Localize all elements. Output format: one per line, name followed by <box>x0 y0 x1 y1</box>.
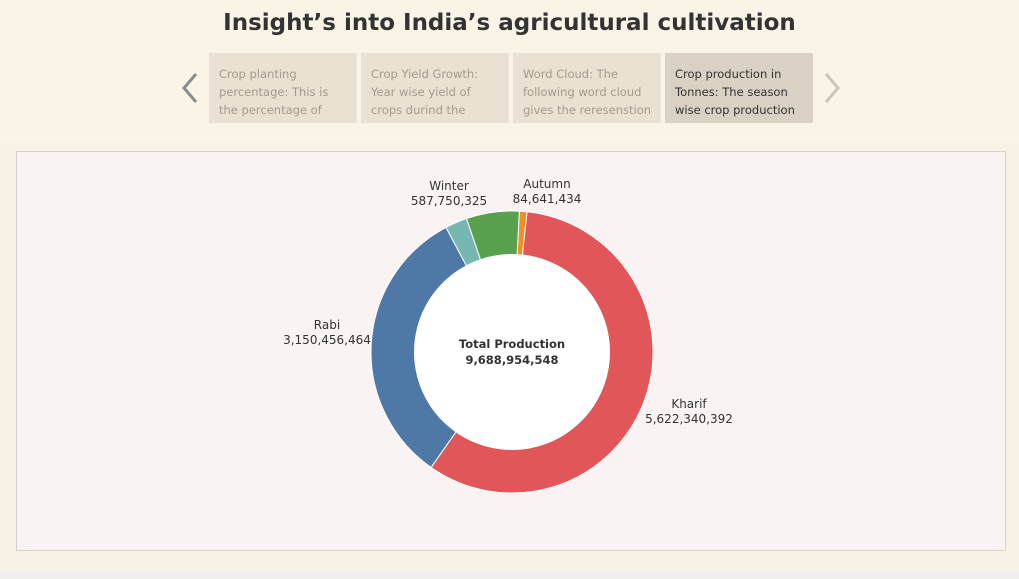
story-point-1-text: Crop planting percentage: This is the pe… <box>219 67 329 117</box>
center-label: Total Production <box>459 337 565 351</box>
label-winter-name: Winter <box>429 179 469 193</box>
story-point-4[interactable]: Crop production in Tonnes: The season wi… <box>665 53 813 123</box>
chart-card: Total Production 9,688,954,548 Winter 58… <box>16 151 1006 551</box>
label-rabi-value: 3,150,456,464 <box>283 333 371 347</box>
bottom-strip <box>0 570 1019 579</box>
story-point-3-text: Word Cloud: The following word cloud giv… <box>523 67 652 117</box>
story-point-3[interactable]: Word Cloud: The following word cloud giv… <box>513 53 661 123</box>
label-kharif-name: Kharif <box>671 397 707 411</box>
label-autumn-value: 84,641,434 <box>513 192 582 206</box>
label-winter-value: 587,750,325 <box>411 194 487 208</box>
story-point-1[interactable]: Crop planting percentage: This is the pe… <box>209 53 357 123</box>
donut-chart: Total Production 9,688,954,548 Winter 58… <box>283 177 733 494</box>
previous-story-arrow-icon[interactable] <box>178 68 202 108</box>
label-rabi-name: Rabi <box>314 318 340 332</box>
center-value: 9,688,954,548 <box>465 353 558 367</box>
donut-hole <box>414 254 610 450</box>
label-autumn-name: Autumn <box>523 177 570 191</box>
next-story-arrow-icon[interactable] <box>820 68 844 108</box>
label-kharif-value: 5,622,340,392 <box>645 412 733 426</box>
page-title: Insight’s into India’s agricultural cult… <box>223 10 796 36</box>
story-point-4-text: Crop production in Tonnes: The season wi… <box>675 67 795 117</box>
story-point-2[interactable]: Crop Yield Growth: Year wise yield of cr… <box>361 53 509 123</box>
story-point-2-text: Crop Yield Growth: Year wise yield of cr… <box>371 67 479 117</box>
